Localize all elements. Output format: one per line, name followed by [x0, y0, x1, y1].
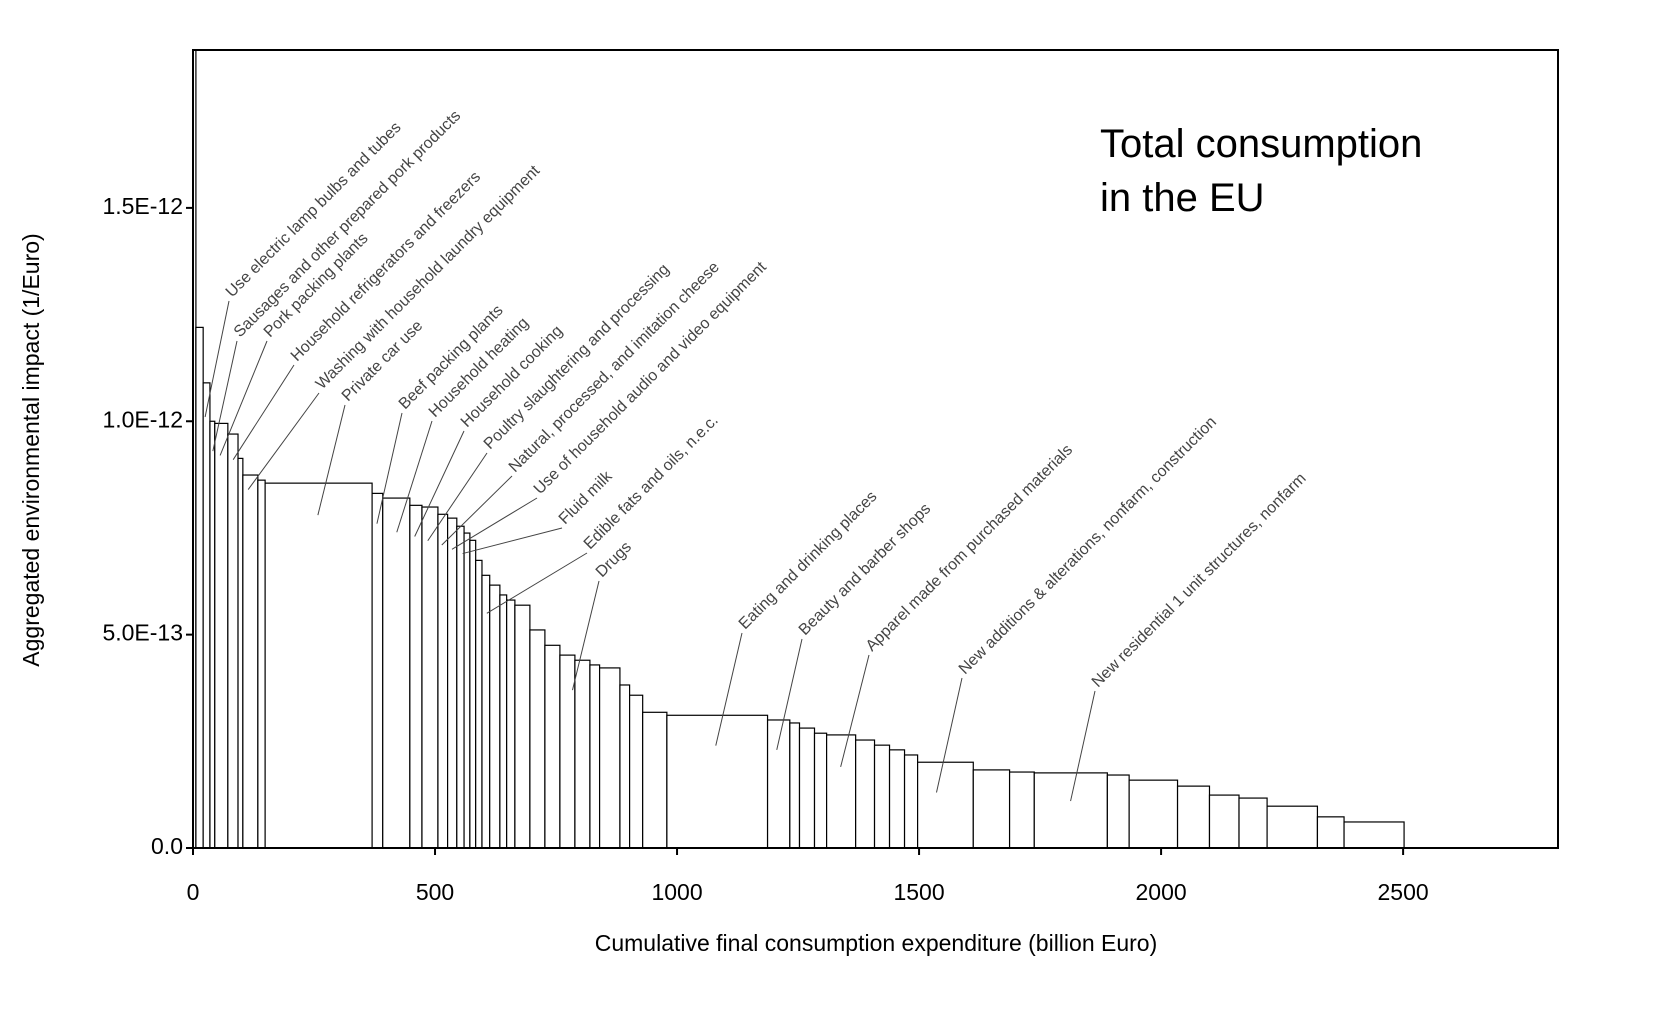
- bar: [456, 525, 465, 849]
- leader-line: [486, 552, 588, 614]
- bar: [409, 504, 423, 849]
- leader-line: [219, 340, 268, 456]
- y-tick-label: 1.5E-12: [102, 193, 183, 219]
- inset-text: Total consumption: [1100, 122, 1422, 166]
- y-axis-label: Aggregated environmental impact (1/Euro): [18, 233, 44, 666]
- bar: [437, 513, 449, 849]
- bar: [489, 584, 501, 849]
- y-tick-label: 5.0E-13: [102, 620, 183, 646]
- bar: [903, 754, 919, 849]
- bar: [1238, 797, 1268, 849]
- leader-line: [396, 420, 433, 533]
- bar: [917, 761, 974, 849]
- bar: [1033, 772, 1108, 849]
- bar: [481, 574, 491, 849]
- annotation: Beauty and barber shops: [796, 500, 934, 638]
- bar: [264, 482, 373, 849]
- bar: [589, 664, 601, 849]
- annotation: New additions & alterations, nonfarm, co…: [956, 414, 1220, 678]
- leader-line: [212, 340, 238, 452]
- bar: [619, 684, 631, 849]
- bar: [1128, 779, 1179, 849]
- bar: [873, 744, 891, 849]
- bar: [475, 559, 483, 849]
- leader-line: [414, 430, 465, 537]
- bar: [371, 492, 384, 849]
- leader-line: [317, 404, 346, 516]
- bar: [209, 420, 216, 849]
- bar: [1008, 771, 1035, 849]
- leader-line: [247, 392, 320, 490]
- bar: [382, 497, 411, 849]
- bar: [469, 539, 477, 849]
- bar: [1208, 794, 1240, 849]
- bar: [1316, 816, 1345, 849]
- leader-line: [451, 497, 538, 550]
- bar: [463, 532, 471, 849]
- bar: [789, 722, 801, 849]
- x-tick-label: 2500: [1378, 879, 1429, 905]
- leader-line: [840, 654, 870, 768]
- bar: [195, 326, 204, 849]
- bar: [499, 594, 508, 849]
- leader-line: [232, 364, 295, 460]
- bar: [574, 659, 591, 849]
- y-tick-label: 0.0: [151, 833, 183, 859]
- x-axis-label: Cumulative final consumption expenditure…: [595, 930, 1158, 956]
- bar: [421, 506, 439, 849]
- bar: [514, 604, 531, 849]
- leader-line: [376, 412, 403, 524]
- leader-line: [936, 677, 963, 793]
- bar: [227, 433, 239, 849]
- bar: [257, 479, 266, 849]
- bar: [798, 727, 816, 849]
- x-tick-label: 2000: [1135, 879, 1186, 905]
- bar: [559, 654, 576, 849]
- leader-line: [776, 638, 803, 750]
- bar: [202, 382, 211, 849]
- bar: [237, 457, 244, 849]
- leader-line: [715, 632, 743, 746]
- plot-frame: [192, 49, 1559, 849]
- y-tick-label: 1.0E-12: [102, 406, 183, 432]
- inset-text: in the EU: [1100, 176, 1265, 220]
- bar: [826, 734, 857, 849]
- bar: [214, 422, 229, 849]
- leader-line: [427, 452, 488, 542]
- bar: [598, 667, 621, 849]
- bar: [888, 749, 906, 849]
- leader-line: [1070, 690, 1096, 802]
- bar: [1343, 821, 1405, 849]
- x-tick-label: 1000: [651, 879, 702, 905]
- bar: [813, 732, 828, 849]
- bar: [1106, 774, 1130, 849]
- annotation: Poultry slaughtering and processing: [481, 261, 673, 453]
- x-tick-label: 1500: [893, 879, 944, 905]
- bar: [972, 769, 1011, 849]
- bar: [855, 739, 876, 849]
- leader-line: [441, 475, 513, 546]
- x-tick-label: 0: [187, 879, 200, 905]
- annotation: Eating and drinking places: [736, 488, 881, 633]
- annotation: Washing with household laundry equipment: [313, 162, 544, 393]
- bar: [642, 711, 668, 849]
- bar: [529, 629, 546, 849]
- bar: [447, 517, 458, 849]
- leader-line: [462, 527, 563, 555]
- x-tick-label: 500: [416, 879, 454, 905]
- leader-line: [204, 300, 230, 418]
- bar: [242, 474, 259, 849]
- leader-line: [572, 580, 600, 691]
- bar: [1266, 805, 1319, 849]
- bar: [544, 644, 561, 849]
- bar: [666, 714, 769, 849]
- bar: [506, 599, 516, 849]
- bar: [1176, 785, 1211, 849]
- bar: [629, 694, 644, 849]
